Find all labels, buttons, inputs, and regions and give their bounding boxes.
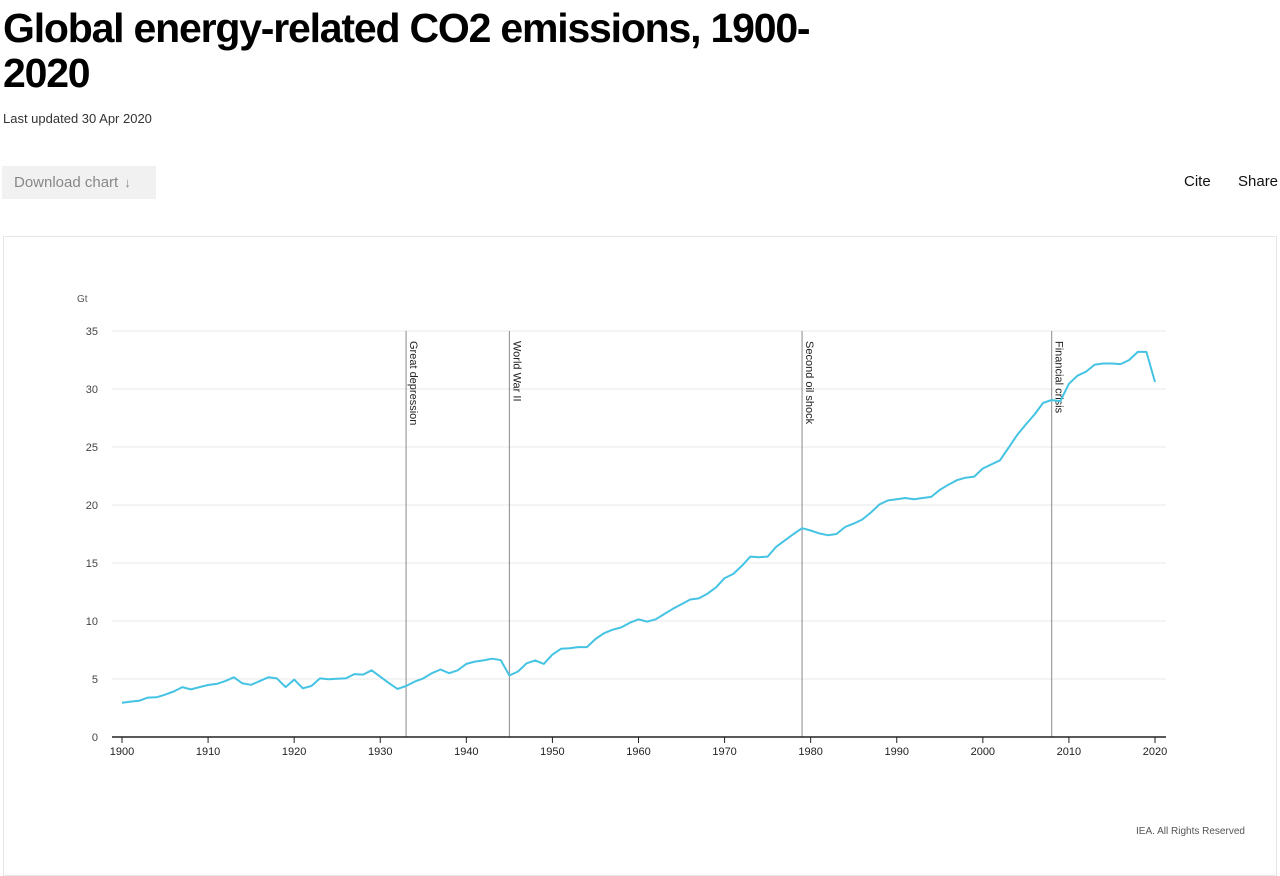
cite-link[interactable]: Cite xyxy=(1184,173,1211,190)
page-title: Global energy-related CO2 emissions, 190… xyxy=(3,6,883,96)
last-updated: Last updated 30 Apr 2020 xyxy=(3,111,152,126)
share-link[interactable]: Share xyxy=(1238,173,1278,190)
download-chart-button[interactable]: Download chart ↓ xyxy=(2,166,156,199)
copyright-note: IEA. All Rights Reserved xyxy=(1136,826,1245,837)
chart-container xyxy=(3,236,1277,876)
arrow-down-icon: ↓ xyxy=(124,175,131,190)
download-chart-label: Download chart xyxy=(14,174,118,191)
